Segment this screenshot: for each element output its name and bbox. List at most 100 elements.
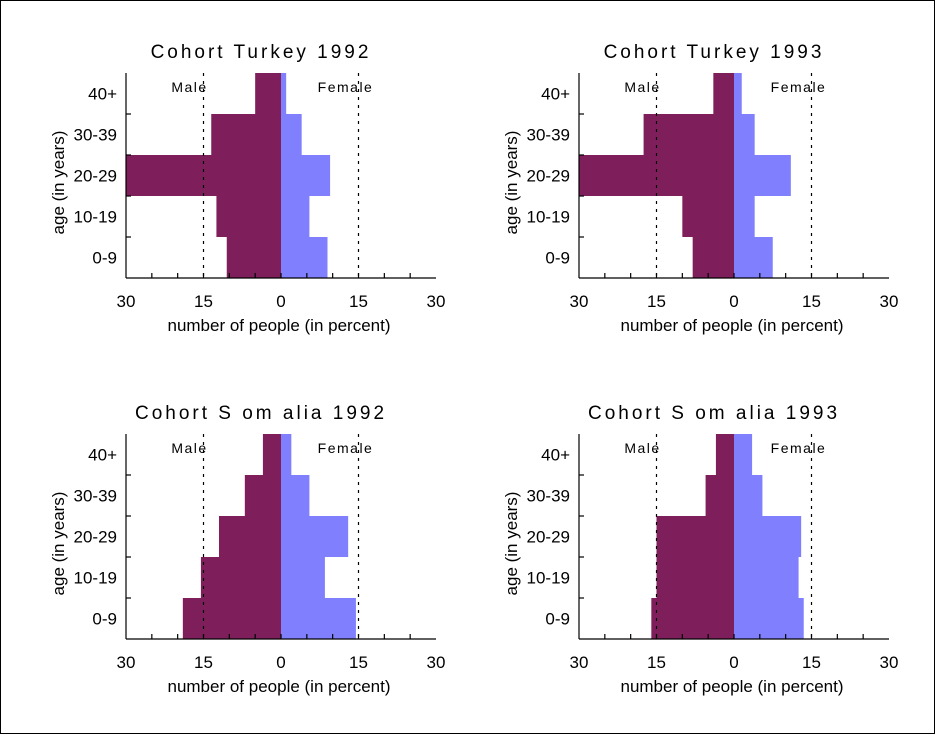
male-bar-0-9 <box>651 598 734 639</box>
x-axis-label: number of people (in percent) <box>167 677 390 696</box>
x-tick-label: 15 <box>647 653 666 672</box>
male-bar-10-19 <box>682 196 734 237</box>
series-label-male: Male <box>171 79 207 95</box>
y-axis-label: age (in years) <box>49 492 68 596</box>
y-tick-label: 0-9 <box>92 610 117 629</box>
x-tick-label: 0 <box>729 653 738 672</box>
female-bar-30-39 <box>734 475 763 516</box>
female-bar-0-9 <box>281 598 356 639</box>
y-axis-label: age (in years) <box>502 492 521 596</box>
female-bar-30-39 <box>734 114 755 155</box>
x-tick-label: 15 <box>647 292 666 311</box>
x-axis-label: number of people (in percent) <box>620 677 843 696</box>
male-bar-40+ <box>255 73 281 114</box>
x-axis-label: number of people (in percent) <box>167 316 390 335</box>
y-tick-label: 40+ <box>541 446 570 465</box>
series-label-female: Female <box>318 440 374 456</box>
y-axis-label: age (in years) <box>49 131 68 235</box>
male-bar-0-9 <box>692 237 734 278</box>
x-tick-label: 15 <box>194 653 213 672</box>
y-tick-label: 40+ <box>88 85 117 104</box>
female-bar-40+ <box>281 73 287 114</box>
y-tick-label: 20-29 <box>74 528 117 547</box>
male-bar-40+ <box>715 434 734 475</box>
x-tick-label: 15 <box>349 653 368 672</box>
female-bar-40+ <box>281 434 292 475</box>
y-tick-label: 30-39 <box>527 487 570 506</box>
male-bar-10-19 <box>216 196 281 237</box>
x-tick-label: 15 <box>802 292 821 311</box>
series-label-female: Female <box>318 79 374 95</box>
y-tick-label: 40+ <box>541 85 570 104</box>
female-bar-20-29 <box>281 516 349 557</box>
y-tick-label: 0-9 <box>545 610 570 629</box>
female-bar-30-39 <box>281 475 310 516</box>
y-tick-label: 10-19 <box>527 208 570 227</box>
x-tick-label: 30 <box>427 292 446 311</box>
female-bar-40+ <box>734 434 753 475</box>
y-tick-label: 0-9 <box>92 249 117 268</box>
male-bar-30-39 <box>643 114 734 155</box>
chart-title: Cohort Turkey 1993 <box>604 42 825 63</box>
series-label-male: Male <box>624 440 660 456</box>
female-bar-10-19 <box>281 557 325 598</box>
y-tick-label: 10-19 <box>74 569 117 588</box>
x-tick-label: 0 <box>276 292 285 311</box>
female-bar-20-29 <box>734 516 802 557</box>
chart-panel-0: 0-9 10-19 20-29 30-39 40+ 30 15 0 15 30 Cohort Tur… <box>49 42 445 335</box>
y-tick-label: 30-39 <box>527 126 570 145</box>
x-tick-label: 30 <box>117 653 136 672</box>
female-bar-20-29 <box>281 155 331 196</box>
male-bar-20-29 <box>219 516 281 557</box>
y-tick-label: 30-39 <box>74 126 117 145</box>
x-tick-label: 15 <box>194 292 213 311</box>
chart-title: Cohort Turkey 1992 <box>151 42 372 63</box>
x-tick-label: 30 <box>117 292 136 311</box>
series-label-female: Female <box>771 440 827 456</box>
x-tick-label: 30 <box>570 653 589 672</box>
female-bar-0-9 <box>734 598 804 639</box>
female-bar-40+ <box>734 73 742 114</box>
female-bar-10-19 <box>281 196 310 237</box>
female-bar-10-19 <box>734 196 755 237</box>
chart-panel-1: 0-9 10-19 20-29 30-39 40+ 30 15 0 15 30 Cohort Tur… <box>502 42 898 335</box>
male-bar-30-39 <box>211 114 281 155</box>
x-tick-label: 0 <box>276 653 285 672</box>
x-tick-label: 30 <box>427 653 446 672</box>
male-bar-10-19 <box>200 557 281 598</box>
male-bar-40+ <box>262 434 281 475</box>
y-axis-label: age (in years) <box>502 131 521 235</box>
male-bar-0-9 <box>182 598 281 639</box>
series-label-male: Male <box>624 79 660 95</box>
series-label-female: Female <box>771 79 827 95</box>
x-tick-label: 15 <box>802 653 821 672</box>
chart-panel-3: 0-9 10-19 20-29 30-39 40+ 30 15 0 15 30 Cohort S o… <box>502 403 898 696</box>
male-bar-0-9 <box>226 237 281 278</box>
female-bar-0-9 <box>281 237 328 278</box>
y-tick-label: 10-19 <box>74 208 117 227</box>
male-bar-40+ <box>713 73 734 114</box>
y-tick-label: 40+ <box>88 446 117 465</box>
y-tick-label: 20-29 <box>527 167 570 186</box>
y-tick-label: 20-29 <box>74 167 117 186</box>
female-bar-10-19 <box>734 557 799 598</box>
series-label-male: Male <box>171 440 207 456</box>
x-tick-label: 0 <box>729 292 738 311</box>
y-tick-label: 20-29 <box>527 528 570 547</box>
female-bar-20-29 <box>734 155 791 196</box>
male-bar-10-19 <box>656 557 734 598</box>
x-tick-label: 30 <box>880 653 899 672</box>
chart-title: Cohort S om alia 1992 <box>135 403 387 424</box>
y-tick-label: 0-9 <box>545 249 570 268</box>
chart-panel-2: 0-9 10-19 20-29 30-39 40+ 30 15 0 15 30 Cohort S o… <box>49 403 445 696</box>
y-tick-label: 10-19 <box>527 569 570 588</box>
male-bar-30-39 <box>705 475 734 516</box>
x-tick-label: 15 <box>349 292 368 311</box>
x-tick-label: 30 <box>880 292 899 311</box>
chart-title: Cohort S om alia 1993 <box>588 403 840 424</box>
female-bar-0-9 <box>734 237 773 278</box>
male-bar-30-39 <box>244 475 281 516</box>
x-axis-label: number of people (in percent) <box>620 316 843 335</box>
male-bar-20-29 <box>656 516 734 557</box>
